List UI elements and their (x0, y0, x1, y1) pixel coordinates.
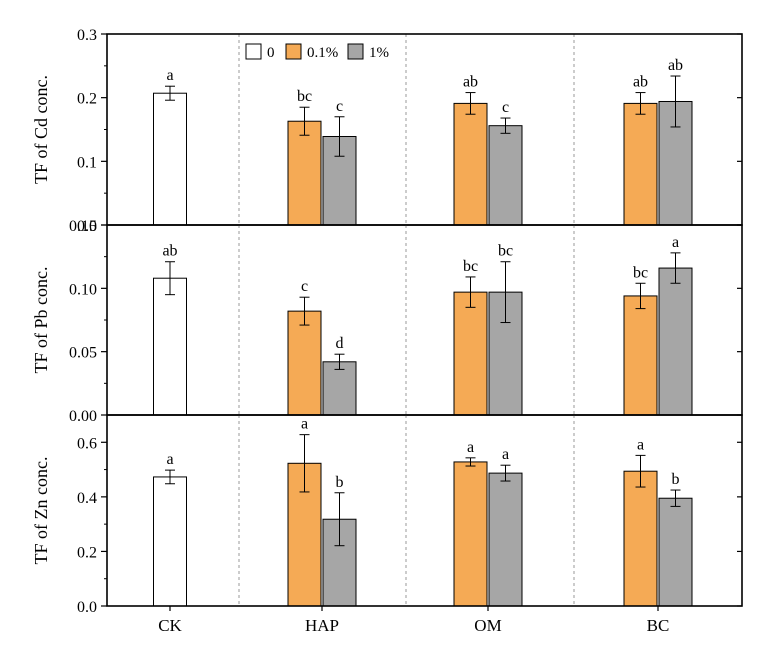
bar-BC-0-1pct-panel-3 (623, 470, 658, 607)
panel-3-frame (106, 414, 743, 607)
bar-OM-0-1pct-panel-2 (453, 291, 488, 416)
panel-1-ylabel: TF of Cd conc. (31, 75, 51, 184)
bar-OM-0-1pct-panel-1-letter: ab (463, 74, 478, 91)
panel-1-ytick-label-3: 0.3 (77, 27, 97, 44)
xtick-label-HAP: HAP (305, 616, 339, 635)
xtick-label-CK: CK (158, 616, 182, 635)
legend-swatch-0 (245, 43, 262, 60)
bar-HAP-1pct-panel-3-letter: b (336, 474, 344, 491)
bar-BC-0-1pct-panel-1 (623, 102, 658, 226)
panel-2-ytick-label-2: 0.10 (69, 281, 97, 298)
legend-swatch-1pct (347, 43, 364, 60)
bar-BC-1pct-panel-2-letter: a (672, 234, 679, 251)
bar-CK-0-panel-2-letter: ab (162, 243, 177, 260)
bar-OM-0-1pct-panel-3-letter: a (467, 439, 474, 456)
bar-OM-0-1pct-panel-2-letter: bc (463, 258, 478, 275)
bar-OM-1pct-panel-3-letter: a (502, 446, 509, 463)
panel-1-ytick-label-0: 0.0 (77, 218, 97, 235)
panel-3-ytick-label-2: 0.4 (77, 490, 97, 507)
panel-2-ytick-label-1: 0.05 (69, 345, 97, 362)
panel-1-ytick-label-1: 0.1 (77, 154, 97, 171)
bar-CK-0-panel-1-letter: a (166, 67, 173, 84)
legend: 0 0.1% 1% (245, 43, 389, 61)
bar-HAP-1pct-panel-2 (322, 361, 357, 416)
bar-BC-1pct-panel-2 (658, 267, 693, 416)
bar-HAP-0-1pct-panel-3-letter: a (301, 416, 308, 433)
legend-label-0-1pct: 0.1% (307, 45, 338, 61)
bar-HAP-1pct-panel-1-letter: c (336, 98, 343, 115)
panel-2-ylabel: TF of Pb conc. (31, 267, 51, 374)
bar-HAP-0-1pct-panel-2-letter: c (301, 278, 308, 295)
bar-BC-1pct-panel-3-letter: b (672, 471, 680, 488)
bar-OM-1pct-panel-1-letter: c (502, 99, 509, 116)
bar-CK-0-panel-1 (153, 92, 187, 226)
bar-BC-0-1pct-panel-3-letter: a (637, 436, 644, 453)
bar-BC-0-1pct-panel-1-letter: ab (633, 74, 648, 91)
panel-2-ytick-label-3: 0.15 (69, 218, 97, 235)
bar-BC-1pct-panel-3 (658, 497, 693, 607)
bar-HAP-0-1pct-panel-1-letter: bc (297, 88, 312, 105)
bar-HAP-0-1pct-panel-2 (287, 310, 322, 416)
xtick-label-BC: BC (647, 616, 670, 635)
bar-OM-1pct-panel-2-letter: bc (498, 243, 513, 260)
bar-HAP-0-1pct-panel-1 (287, 120, 322, 226)
legend-label-1pct: 1% (369, 45, 389, 61)
bar-CK-0-panel-3-letter: a (166, 451, 173, 468)
legend-swatch-0-1pct (285, 43, 302, 60)
xtick-label-OM: OM (474, 616, 501, 635)
panel-2-ytick-label-0: 0.00 (69, 408, 97, 425)
bar-OM-0-1pct-panel-3 (453, 461, 488, 607)
bar-BC-0-1pct-panel-2 (623, 295, 658, 416)
panel-1-ytick-label-2: 0.2 (77, 91, 97, 108)
bar-CK-0-panel-3 (153, 476, 187, 607)
bar-OM-0-1pct-panel-1 (453, 102, 488, 226)
panel-3-ytick-label-3: 0.6 (77, 435, 97, 452)
bar-BC-0-1pct-panel-2-letter: bc (633, 264, 648, 281)
bar-CK-0-panel-2 (153, 277, 187, 416)
bar-BC-1pct-panel-1-letter: ab (668, 57, 683, 74)
bar-OM-1pct-panel-1 (488, 125, 523, 226)
bar-HAP-1pct-panel-2-letter: d (336, 335, 344, 352)
bar-OM-1pct-panel-3 (488, 472, 523, 607)
panel-3-ylabel: TF of Zn conc. (31, 457, 51, 565)
panel-3-ytick-label-0: 0.0 (77, 599, 97, 616)
panel-3-ytick-label-1: 0.2 (77, 544, 97, 561)
legend-label-0: 0 (267, 45, 275, 61)
